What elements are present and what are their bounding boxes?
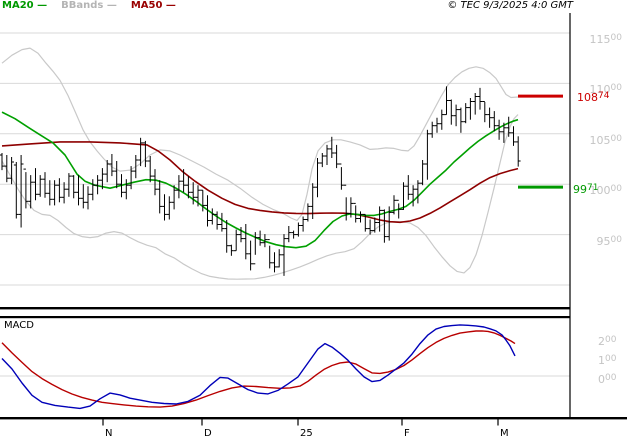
price-axis-label: 11000: [589, 83, 622, 96]
price-axis-label: 11500: [589, 33, 622, 46]
main-panel-bottom-border: [0, 307, 570, 310]
price-axis-label: 10500: [589, 134, 622, 147]
macd-axis-label: 100: [598, 354, 617, 367]
macd-line: [1, 324, 516, 410]
ma50-line: [1, 141, 519, 224]
legend-item-ma20: MA20 —: [2, 0, 48, 11]
price-axis-label: 9500: [596, 235, 622, 248]
level-label-resistance: 10874: [577, 91, 610, 104]
month-label: 25: [300, 428, 313, 439]
legend-item-ma50: MA50 —: [130, 0, 176, 11]
month-label: D: [204, 428, 212, 439]
macd-panel-top-border: [0, 316, 570, 319]
ma50-line-swatch: —: [165, 0, 176, 11]
legend: MA20 — BBands — MA50 —: [2, 0, 176, 11]
macd-axis-label: 000: [598, 373, 617, 386]
price-axis-label: 10000: [589, 184, 622, 197]
bbands-line-swatch: —: [106, 0, 117, 11]
month-label: N: [105, 428, 113, 439]
legend-item-bbands: BBands —: [61, 0, 117, 11]
bottom-axis-line: [0, 417, 627, 420]
ohlc-bars: [0, 86, 521, 276]
ma20-line: [1, 111, 519, 249]
macd-panel-title: MACD: [4, 320, 34, 331]
month-label: F: [404, 428, 410, 439]
bollinger-lower-band: [1, 114, 519, 280]
bollinger-upper-band: [1, 47, 519, 222]
month-label: M: [500, 428, 509, 439]
ma20-line-swatch: —: [37, 0, 48, 11]
copyright-text: © TEC 9/3/2025 4:0 GMT: [447, 0, 573, 11]
macd-signal-line: [1, 330, 516, 408]
level-label-support: 9971: [573, 183, 599, 196]
macd-axis-label: 200: [598, 335, 617, 348]
